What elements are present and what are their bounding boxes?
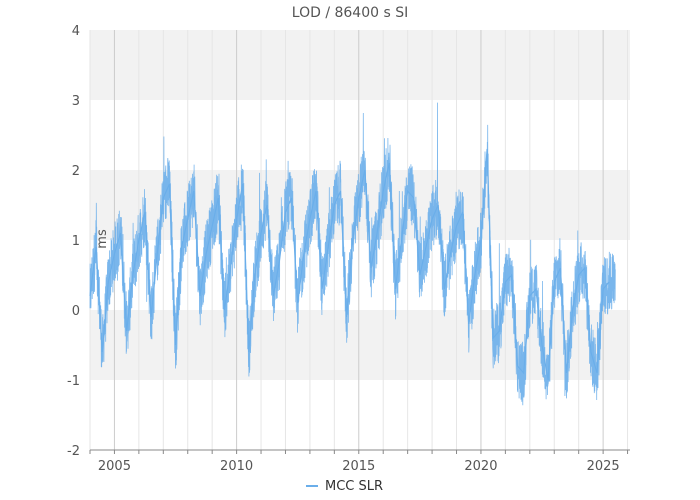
y-tick-label: -2 — [67, 444, 80, 459]
y-tick-label: 0 — [72, 304, 80, 319]
grid-band — [90, 100, 630, 170]
y-tick-label: 1 — [72, 234, 80, 249]
series-layer — [89, 102, 616, 406]
y-axis-label: ms — [95, 229, 110, 249]
legend-label: MCC SLR — [325, 479, 383, 494]
grid-band — [90, 380, 630, 450]
series-mcc-slr — [89, 102, 616, 406]
x-tick-label: 2020 — [464, 459, 497, 474]
x-axis-ticks: 2005 2010 2015 2020 2025 — [89, 450, 629, 474]
series-trace — [89, 102, 616, 406]
legend[interactable]: MCC SLR — [306, 479, 383, 494]
y-tick-label: 4 — [72, 24, 80, 39]
y-tick-label: -1 — [67, 374, 80, 389]
grid-band — [90, 240, 630, 310]
chart-title: LOD / 86400 s SI — [292, 5, 408, 21]
x-tick-label: 2005 — [98, 459, 131, 474]
grid-band — [90, 30, 630, 100]
x-tick-label: 2010 — [220, 459, 253, 474]
y-tick-label: 2 — [72, 164, 80, 179]
y-tick-label: 3 — [72, 94, 80, 109]
x-tick-label: 2025 — [587, 459, 620, 474]
y-axis-ticks: -2 -1 0 1 2 3 4 — [67, 24, 80, 459]
x-tick-label: 2015 — [342, 459, 375, 474]
